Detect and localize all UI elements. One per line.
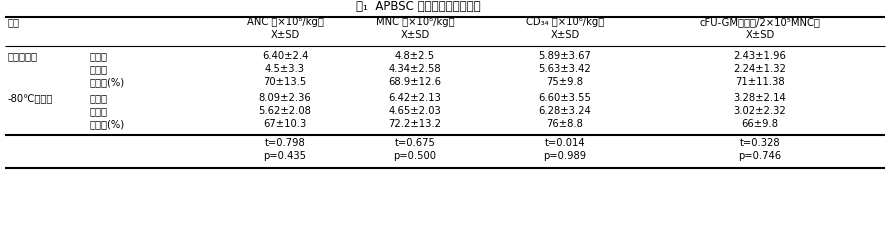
Text: 解冻后: 解冻后 — [90, 64, 108, 74]
Text: 5.63±3.42: 5.63±3.42 — [538, 64, 591, 74]
Text: 6.60±3.55: 6.60±3.55 — [538, 93, 592, 103]
Text: 6.40±2.4: 6.40±2.4 — [262, 51, 308, 61]
Text: 71±11.38: 71±11.38 — [735, 77, 785, 87]
Text: 回收率(%): 回收率(%) — [90, 77, 125, 87]
Text: 6.28±3.24: 6.28±3.24 — [538, 106, 591, 116]
Text: 4.65±2.03: 4.65±2.03 — [389, 106, 441, 116]
Text: 4.8±2.5: 4.8±2.5 — [395, 51, 435, 61]
Text: 3.28±2.14: 3.28±2.14 — [733, 93, 787, 103]
Text: 组别: 组别 — [8, 17, 20, 27]
Text: p=0.746: p=0.746 — [739, 151, 781, 161]
Text: 4.5±3.3: 4.5±3.3 — [265, 64, 305, 74]
Text: -80℃冻存组: -80℃冻存组 — [8, 93, 53, 103]
Text: 5.89±3.67: 5.89±3.67 — [538, 51, 592, 61]
Text: 76±8.8: 76±8.8 — [546, 119, 584, 129]
Text: 冻存前: 冻存前 — [90, 51, 108, 61]
Text: 回收率(%): 回收率(%) — [90, 119, 125, 129]
Text: 液氮冻存组: 液氮冻存组 — [8, 51, 38, 61]
Text: MNC （×10⁸/kg）: MNC （×10⁸/kg） — [376, 17, 454, 27]
Text: 66±9.8: 66±9.8 — [741, 119, 779, 129]
Text: X±SD: X±SD — [271, 30, 300, 40]
Text: 72.2±13.2: 72.2±13.2 — [389, 119, 441, 129]
Text: 8.09±2.36: 8.09±2.36 — [259, 93, 312, 103]
Text: 75±9.8: 75±9.8 — [546, 77, 584, 87]
Text: p=0.500: p=0.500 — [393, 151, 436, 161]
Text: 4.34±2.58: 4.34±2.58 — [389, 64, 441, 74]
Text: p=0.989: p=0.989 — [544, 151, 587, 161]
Text: 2.43±1.96: 2.43±1.96 — [733, 51, 787, 61]
Text: cFU-GM（集落/2×10⁵MNC）: cFU-GM（集落/2×10⁵MNC） — [700, 17, 821, 27]
Text: 67±10.3: 67±10.3 — [263, 119, 307, 129]
Text: t=0.328: t=0.328 — [740, 138, 781, 148]
Text: t=0.675: t=0.675 — [394, 138, 435, 148]
Text: 70±13.5: 70±13.5 — [263, 77, 307, 87]
Text: 6.42±2.13: 6.42±2.13 — [389, 93, 441, 103]
Text: 冻存前: 冻存前 — [90, 93, 108, 103]
Text: CD₃₄ （×10⁶/kg）: CD₃₄ （×10⁶/kg） — [526, 17, 604, 27]
Text: t=0.014: t=0.014 — [545, 138, 586, 148]
Text: 5.62±2.08: 5.62±2.08 — [259, 106, 312, 116]
Text: 2.24±1.32: 2.24±1.32 — [733, 64, 787, 74]
Text: X±SD: X±SD — [400, 30, 430, 40]
Text: 表₁  APBSC 的细胞数及回植结果: 表₁ APBSC 的细胞数及回植结果 — [356, 0, 481, 14]
Text: ANC （×10⁸/kg）: ANC （×10⁸/kg） — [247, 17, 323, 27]
Text: p=0.435: p=0.435 — [263, 151, 306, 161]
Text: t=0.798: t=0.798 — [264, 138, 305, 148]
Text: 解冻后: 解冻后 — [90, 106, 108, 116]
Text: 3.02±2.32: 3.02±2.32 — [733, 106, 787, 116]
Text: 68.9±12.6: 68.9±12.6 — [389, 77, 441, 87]
Text: X±SD: X±SD — [746, 30, 774, 40]
Text: X±SD: X±SD — [550, 30, 579, 40]
